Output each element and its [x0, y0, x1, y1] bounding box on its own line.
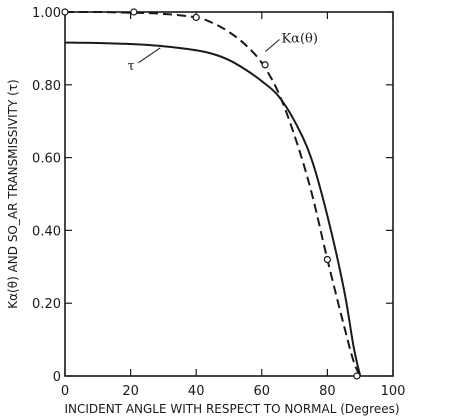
series-0-marker-4 — [323, 255, 331, 264]
x-tick-label-0: 0 — [61, 384, 69, 399]
x-tick-label-1: 20 — [122, 384, 139, 399]
annotation-k-theta: Kα(θ) — [281, 31, 317, 46]
markers-layer — [61, 8, 361, 380]
series-0-marker-3 — [261, 61, 269, 69]
x-tick-label-2: 40 — [188, 384, 205, 399]
y-tick-label-4: 0.80 — [32, 79, 61, 94]
y-tick-label-5: 1.00 — [32, 6, 61, 21]
series-0-marker-1 — [130, 8, 138, 16]
x-tick-label-3: 60 — [254, 384, 271, 399]
annotation-tau-leader — [138, 47, 161, 64]
annotation-k-theta-leader — [265, 39, 280, 52]
y-tick-label-3: 0.60 — [32, 152, 61, 167]
plot-frame — [64, 11, 394, 377]
tick-marks — [64, 11, 394, 377]
x-tick-label-5: 100 — [381, 384, 406, 399]
y-tick-label-2: 0.40 — [32, 224, 61, 239]
annotation-tau: τ — [127, 59, 134, 74]
series-0-marker-2 — [192, 13, 200, 22]
y-tick-labels: 0 0.20 0.40 0.60 0.80 1.00 — [32, 6, 61, 385]
annotations-layer: Kα(θ) τ — [127, 31, 318, 73]
series-line-0 — [64, 10, 362, 377]
series-layer — [64, 10, 362, 377]
y-tick-label-1: 0.20 — [32, 297, 61, 312]
x-axis-label: INCIDENT ANGLE WITH RESPECT TO NORMAL (D… — [64, 402, 399, 416]
y-tick-label-0: 0 — [53, 370, 61, 385]
x-tick-label-4: 80 — [319, 384, 336, 399]
series-line-1 — [64, 41, 362, 377]
series-0-marker-5 — [353, 372, 361, 380]
x-tick-labels: 0 20 40 60 80 100 — [61, 384, 406, 399]
y-axis-label: Kα(θ) AND SO_AR TRANSMISSIVITY (τ) — [6, 79, 20, 308]
series-0-marker-0 — [61, 8, 69, 16]
